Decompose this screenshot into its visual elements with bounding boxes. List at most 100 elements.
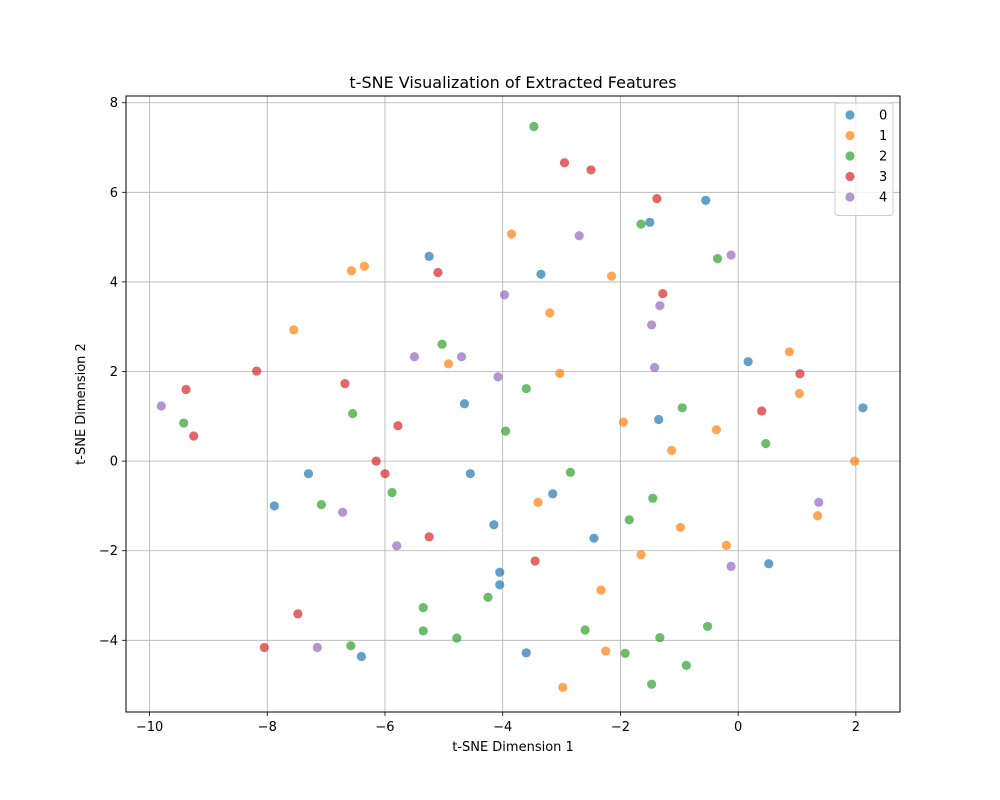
scatter-point-class-2 <box>648 493 658 503</box>
scatter-point-class-3 <box>380 469 390 479</box>
scatter-point-class-0 <box>858 403 868 413</box>
legend-marker-3 <box>845 171 855 182</box>
scatter-point-class-1 <box>606 271 617 281</box>
scatter-point-class-3 <box>181 384 191 395</box>
legend-marker-2 <box>845 151 855 161</box>
scatter-point-class-1 <box>636 550 646 560</box>
scatter-point-class-2 <box>418 603 428 613</box>
scatter-point-class-3 <box>757 406 767 416</box>
scatter-point-class-2 <box>761 439 771 449</box>
scatter-point-class-0 <box>424 251 434 261</box>
scatter-point-class-4 <box>493 372 503 382</box>
x-tick-label: 0 <box>734 720 742 735</box>
scatter-point-class-1 <box>359 261 369 271</box>
scatter-point-class-3 <box>658 288 668 299</box>
scatter-point-class-4 <box>726 250 736 260</box>
scatter-point-class-2 <box>624 515 634 525</box>
scatter-point-class-0 <box>536 269 546 279</box>
scatter-point-class-4 <box>655 301 665 311</box>
y-tick-label: −2 <box>99 544 118 559</box>
scatter-point-class-2 <box>681 660 691 671</box>
scatter-point-class-0 <box>701 195 711 205</box>
scatter-point-class-0 <box>495 567 505 577</box>
scatter-point-class-2 <box>521 383 531 394</box>
legend-label-4: 4 <box>879 191 887 206</box>
scatter-point-class-4 <box>392 541 402 551</box>
scatter-point-class-4 <box>338 507 348 517</box>
scatter-point-class-4 <box>726 561 736 572</box>
scatter-point-class-3 <box>293 609 303 619</box>
scatter-point-class-0 <box>356 651 367 662</box>
scatter-point-class-1 <box>711 425 721 435</box>
scatter-point-class-2 <box>316 499 327 510</box>
plot-frame <box>125 95 901 713</box>
scatter-point-class-4 <box>312 642 322 653</box>
y-axis-title: t-SNE Dimension 2 <box>74 343 89 465</box>
scatter-point-class-2 <box>620 648 630 658</box>
scatter-point-class-1 <box>289 325 299 335</box>
scatter-point-class-4 <box>574 231 584 241</box>
scatter-point-class-2 <box>565 467 575 477</box>
x-tick-label: −2 <box>611 720 630 735</box>
scatter-point-class-2 <box>348 409 358 419</box>
grid <box>126 96 900 712</box>
scatter-point-class-1 <box>558 682 568 692</box>
scatter-point-class-2 <box>636 219 646 229</box>
scatter-point-class-4 <box>649 362 660 373</box>
x-axis-title: t-SNE Dimension 1 <box>452 740 574 755</box>
scatter-point-class-2 <box>437 339 447 349</box>
scatter-point-class-2 <box>677 403 687 413</box>
scatter-point-class-2 <box>418 626 428 636</box>
chart-title: t-SNE Visualization of Extracted Feature… <box>349 73 676 92</box>
scatter-point-class-2 <box>501 426 511 436</box>
axis-ticks: −10 −8 −6 −4 −2 0 2 −4 −2 0 2 4 6 8 <box>99 96 860 735</box>
scatter-point-class-2 <box>346 641 356 651</box>
scatter-point-class-2 <box>387 487 397 498</box>
scatter-point-class-0 <box>764 559 774 569</box>
legend-label-3: 3 <box>879 170 887 185</box>
scatter-point-class-3 <box>340 379 350 389</box>
scatter-point-class-1 <box>850 456 860 466</box>
scatter-point-class-0 <box>548 489 558 499</box>
scatter-point-class-4 <box>499 290 510 300</box>
x-tick-label: −8 <box>258 720 277 735</box>
scatter-point-class-1 <box>794 388 804 399</box>
scatter-point-class-2 <box>702 621 713 632</box>
scatter-point-class-2 <box>179 418 189 428</box>
scatter-point-class-3 <box>189 431 199 441</box>
y-tick-label: 0 <box>110 455 118 470</box>
scatter-point-class-0 <box>489 520 499 530</box>
scatter-point-class-2 <box>712 254 723 264</box>
scatter-point-class-1 <box>596 585 606 595</box>
scatter-point-class-1 <box>346 266 357 276</box>
scatter-point-class-1 <box>812 511 823 521</box>
scatter-point-class-1 <box>545 308 555 318</box>
scatter-point-class-3 <box>252 366 262 376</box>
scatter-point-class-1 <box>443 359 454 369</box>
scatter-point-class-1 <box>555 368 565 378</box>
y-tick-label: 4 <box>110 275 118 290</box>
legend-marker-4 <box>845 192 855 202</box>
scatter-point-class-3 <box>371 456 381 466</box>
scatter-point-class-0 <box>654 414 664 425</box>
x-tick-label: −4 <box>493 720 512 735</box>
scatter-point-class-1 <box>675 522 686 533</box>
scatter-point-class-2 <box>655 633 665 643</box>
scatter-point-class-3 <box>795 369 805 379</box>
scatter-point-class-1 <box>601 646 611 656</box>
scatter-point-class-2 <box>483 592 493 602</box>
x-tick-label: 2 <box>852 720 860 735</box>
legend-marker-1 <box>845 130 855 141</box>
scatter-point-class-3 <box>393 421 403 431</box>
scatter-point-class-3 <box>259 642 269 653</box>
scatter-point-class-0 <box>495 580 505 590</box>
y-tick-label: −4 <box>99 634 118 649</box>
scatter-point-class-1 <box>506 229 517 239</box>
scatter-point-class-1 <box>618 417 628 427</box>
scatter-point-class-0 <box>743 357 753 367</box>
scatter-point-class-0 <box>459 399 470 409</box>
scatter-point-class-4 <box>456 352 467 362</box>
scatter-point-class-2 <box>452 633 462 643</box>
